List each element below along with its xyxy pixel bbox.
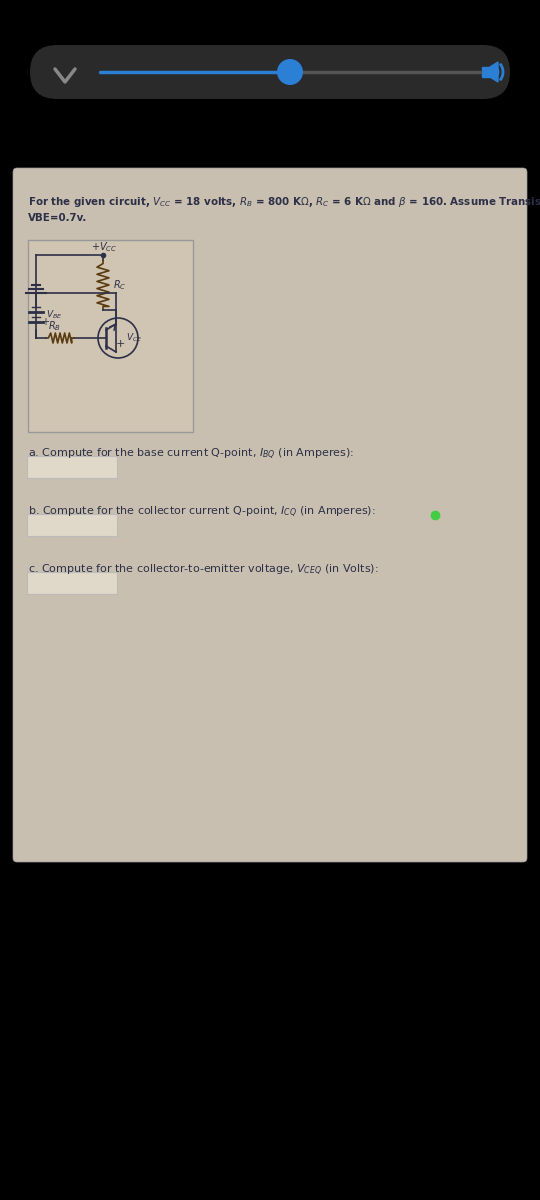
Circle shape [277,59,303,85]
Text: a. Compute for the base current Q-point, $I_{BQ}$ (in Amperes):: a. Compute for the base current Q-point,… [28,446,354,462]
FancyBboxPatch shape [27,456,117,478]
Text: $R_C$: $R_C$ [113,278,126,292]
FancyBboxPatch shape [28,240,193,432]
Text: +: + [116,338,125,349]
FancyBboxPatch shape [30,44,510,98]
FancyBboxPatch shape [13,168,527,862]
FancyBboxPatch shape [27,514,117,536]
Text: VBE=0.7v.: VBE=0.7v. [28,214,87,223]
Text: For the given circuit, $V_{CC}$ = 18 volts, $R_B$ = 800 K$\Omega$, $R_C$ = 6 K$\: For the given circuit, $V_{CC}$ = 18 vol… [28,194,540,209]
Text: $R_B$: $R_B$ [48,319,61,332]
Text: $+V_{CC}$: $+V_{CC}$ [91,240,117,253]
Text: c. Compute for the collector-to-emitter voltage, $V_{CEQ}$ (in Volts):: c. Compute for the collector-to-emitter … [28,563,379,578]
Text: $V_{BE}$: $V_{BE}$ [46,308,63,322]
FancyBboxPatch shape [27,572,117,594]
Text: +: + [41,317,49,326]
Polygon shape [482,67,490,77]
Text: $V_{CE}$: $V_{CE}$ [126,331,143,344]
Text: b. Compute for the collector current Q-point, $I_{CQ}$ (in Amperes):: b. Compute for the collector current Q-p… [28,505,376,520]
Polygon shape [490,62,498,82]
